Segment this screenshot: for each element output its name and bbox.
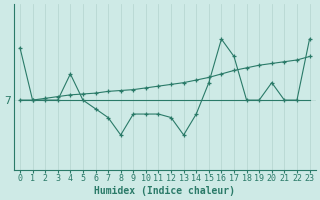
X-axis label: Humidex (Indice chaleur): Humidex (Indice chaleur) xyxy=(94,186,235,196)
